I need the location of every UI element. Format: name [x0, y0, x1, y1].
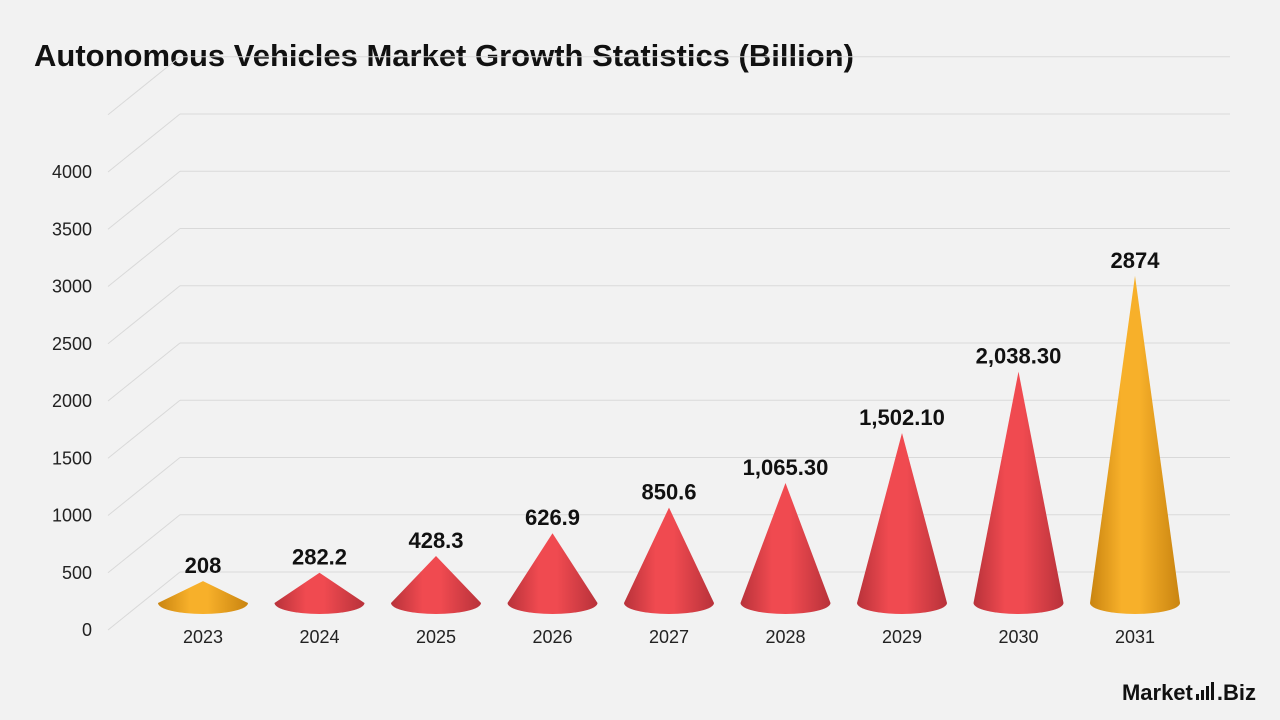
cone-2024 — [274, 572, 365, 614]
data-label-2026: 626.9 — [525, 505, 580, 530]
cone-2025 — [391, 555, 481, 614]
gridline-depth — [107, 342, 181, 402]
x-tick-label-2027: 2027 — [649, 627, 689, 647]
y-tick-label: 3500 — [52, 219, 92, 239]
gridline-depth — [107, 56, 181, 116]
cone-2028 — [740, 483, 831, 614]
gridline-depth — [107, 571, 181, 631]
y-tick-label: 500 — [62, 563, 92, 583]
cone-2031 — [1090, 275, 1180, 614]
y-tick-label: 1500 — [52, 448, 92, 468]
y-tick-label: 3000 — [52, 277, 92, 297]
cone-2023 — [158, 581, 248, 614]
x-tick-label-2025: 2025 — [416, 627, 456, 647]
data-label-2029: 1,502.10 — [859, 405, 945, 430]
gridline-depth — [107, 399, 181, 459]
y-tick-label: 0 — [82, 620, 92, 640]
brand-logo: Market .Biz — [1122, 680, 1256, 706]
x-tick-label-2024: 2024 — [299, 627, 339, 647]
bars-icon — [1195, 682, 1214, 700]
gridline-depth — [107, 457, 181, 516]
data-label-2024: 282.2 — [292, 545, 347, 570]
y-tick-label: 2000 — [52, 391, 92, 411]
data-label-2031: 2874 — [1111, 248, 1161, 273]
gridline-depth — [107, 285, 181, 345]
x-tick-label-2023: 2023 — [183, 627, 223, 647]
gridline-depth — [107, 514, 181, 574]
data-label-2027: 850.6 — [641, 480, 696, 505]
y-tick-label: 2500 — [52, 334, 92, 354]
x-tick-label-2026: 2026 — [532, 627, 572, 647]
data-label-2030: 2,038.30 — [976, 344, 1062, 369]
chart-title: Autonomous Vehicles Market Growth Statis… — [34, 38, 854, 73]
gridline-depth — [107, 228, 181, 287]
y-tick-label: 1000 — [52, 506, 92, 526]
x-tick-label-2031: 2031 — [1115, 627, 1155, 647]
gridline-depth — [107, 170, 181, 230]
brand-name-part2: .Biz — [1216, 680, 1256, 705]
data-label-2028: 1,065.30 — [743, 455, 829, 480]
cone-2026 — [507, 533, 598, 614]
x-tick-label-2029: 2029 — [882, 627, 922, 647]
brand-name-part1: Market — [1121, 680, 1193, 705]
cone-2027 — [624, 507, 714, 614]
cone-2029 — [857, 433, 947, 614]
cone-2030 — [973, 371, 1064, 614]
x-tick-label-2028: 2028 — [765, 627, 805, 647]
data-label-2023: 208 — [185, 553, 222, 578]
gridline-depth — [107, 113, 181, 173]
x-tick-label-2030: 2030 — [998, 627, 1038, 647]
y-tick-label: 4000 — [52, 162, 92, 182]
data-label-2025: 428.3 — [408, 528, 463, 553]
